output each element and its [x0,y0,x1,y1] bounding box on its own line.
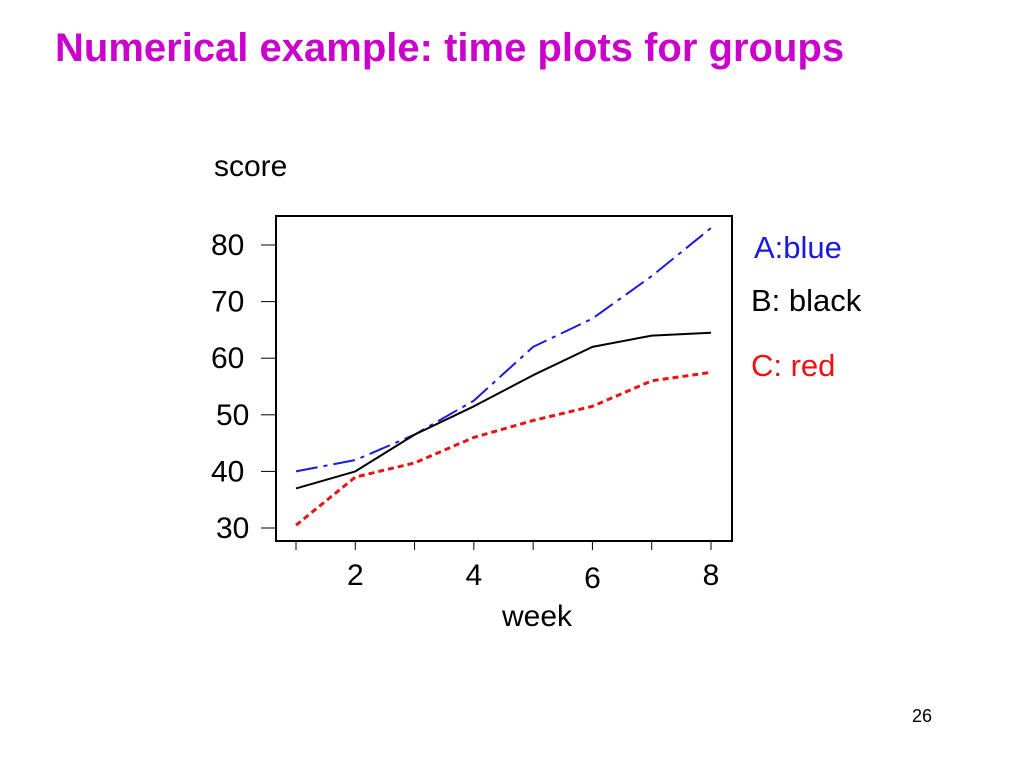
legend: A:blue B: black C: red [751,230,862,383]
y-tick-label: 70 [211,286,244,319]
y-axis: 80 70 60 50 40 30 [211,229,276,545]
x-axis: 2 4 6 8 [295,541,720,595]
y-tick-label: 60 [211,342,244,375]
x-tick-label: 2 [347,559,364,592]
slide-title: Numerical example: time plots for groups [55,26,845,70]
x-tick-label: 6 [584,562,601,595]
y-tick-label: 50 [216,399,249,432]
legend-entry-c: C: red [751,348,835,383]
x-tick-label: 8 [703,559,720,592]
plot-area [275,215,733,542]
y-tick-label: 40 [211,455,244,488]
plot-frame [275,215,733,542]
x-tick-label: 4 [466,559,483,592]
axis-titles: score week [214,150,573,633]
legend-entry-a: A:blue [754,230,842,265]
y-tick-label: 80 [211,229,244,262]
series-lines [295,227,712,527]
legend-entry-b: B: black [751,283,862,318]
x-axis-title: week [501,600,573,633]
series-line-c [295,370,712,527]
y-axis-title: score [214,150,287,183]
page-number: 26 [912,706,933,726]
series-line-b [295,331,712,490]
y-tick-label: 30 [216,512,249,545]
series-line-a [295,227,712,473]
